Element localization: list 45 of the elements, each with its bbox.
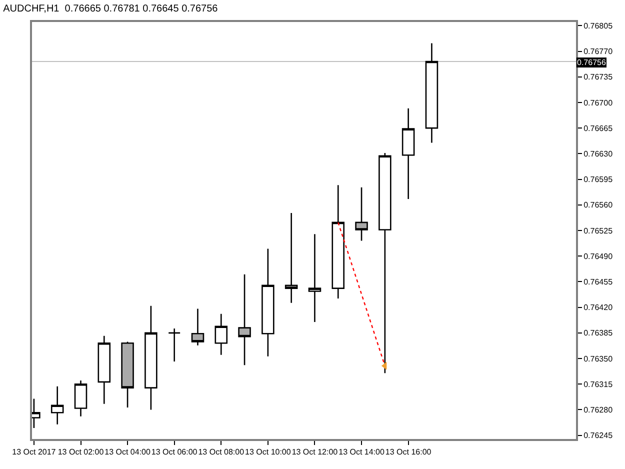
- x-tick-label: 13 Oct 16:00: [385, 448, 432, 457]
- y-tick-label: 0.76350: [584, 354, 614, 364]
- y-tick-label: 0.76420: [584, 303, 614, 312]
- x-tick-label: 13 Oct 02:00: [58, 448, 104, 457]
- candlestick: [262, 248, 274, 357]
- ref-line-label: 0.76756: [577, 58, 606, 67]
- candlestick: [168, 328, 181, 362]
- candlestick: [355, 186, 368, 242]
- candlestick: [214, 313, 228, 356]
- y-tick-label: 0.76805: [584, 21, 614, 30]
- candlestick: [402, 108, 415, 200]
- chart-title: AUDCHF,H1 0.76665 0.76781 0.76645 0.76756: [3, 4, 218, 15]
- candlestick: [238, 274, 251, 366]
- y-tick-label: 0.76665: [584, 124, 614, 133]
- y-tick-label: 0.76560: [584, 200, 614, 210]
- x-tick-label: 13 Oct 12:00: [292, 448, 338, 457]
- x-tick-label: 13 Oct 10:00: [245, 448, 292, 457]
- x-tick-label: 13 Oct 2017: [12, 448, 56, 457]
- x-tick-label: 13 Oct 04:00: [104, 448, 151, 457]
- candlestick: [284, 212, 298, 304]
- y-tick-label: 0.76245: [584, 431, 614, 440]
- y-tick-label: 0.76735: [584, 72, 614, 82]
- candlestick: [74, 380, 88, 417]
- y-tick-label: 0.76700: [584, 98, 614, 108]
- y-tick-label: 0.76630: [584, 149, 614, 158]
- y-tick-label: 0.76490: [584, 252, 614, 261]
- x-tick-label: 13 Oct 08:00: [198, 448, 245, 457]
- y-tick-label: 0.76770: [584, 47, 614, 56]
- candlestick: [121, 341, 134, 408]
- candlestick: [425, 42, 438, 144]
- candlestick: [144, 305, 158, 410]
- y-tick-label: 0.76455: [584, 278, 614, 287]
- candlestick: [98, 335, 111, 405]
- x-tick-label: 13 Oct 14:00: [338, 448, 385, 457]
- y-tick-label: 0.76595: [584, 175, 614, 184]
- y-tick-label: 0.76315: [584, 380, 614, 389]
- y-tick-label: 0.76385: [584, 328, 614, 338]
- y-tick-label: 0.76280: [584, 406, 614, 415]
- y-tick-label: 0.76525: [584, 226, 614, 236]
- candlestick: [191, 308, 204, 346]
- candlestick: [308, 234, 322, 323]
- x-tick-label: 13 Oct 06:00: [151, 448, 198, 457]
- candlestick: [378, 152, 392, 374]
- candlestick: [50, 386, 64, 426]
- candlestick: [332, 184, 344, 300]
